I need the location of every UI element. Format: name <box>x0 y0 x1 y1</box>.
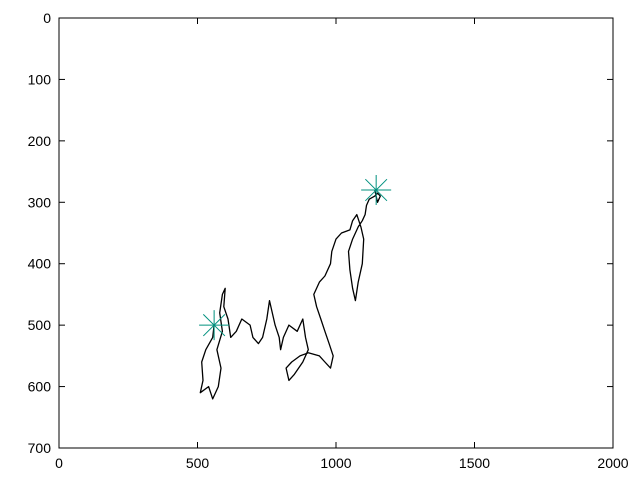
y-axis: 0 100 200 300 400 500 600 700 <box>28 10 613 456</box>
x-axis: 0 500 1000 1500 2000 <box>55 18 629 471</box>
trajectory-line <box>199 189 381 400</box>
y-tick-label: 200 <box>28 133 52 149</box>
y-tick-label: 300 <box>28 194 52 210</box>
plot-frame <box>58 17 614 449</box>
marker-series <box>199 175 392 341</box>
y-tick-label: 400 <box>28 256 52 272</box>
plot-area <box>58 17 614 449</box>
x-tick-label: 1500 <box>459 455 490 471</box>
y-tick-label: 600 <box>28 379 52 395</box>
x-tick-label: 0 <box>55 455 63 471</box>
star-marker-stroke <box>365 178 388 202</box>
trace-series <box>199 189 381 400</box>
star-marker <box>361 175 392 205</box>
star-marker <box>199 310 230 341</box>
y-tick-label: 700 <box>28 440 52 456</box>
y-tick-label: 0 <box>43 10 51 26</box>
x-tick-label: 500 <box>186 455 210 471</box>
x-tick-label: 2000 <box>597 455 628 471</box>
y-tick-label: 100 <box>28 71 52 87</box>
x-tick-label: 1000 <box>320 455 351 471</box>
y-tick-label: 500 <box>28 317 52 333</box>
star-marker-stroke <box>202 313 226 337</box>
